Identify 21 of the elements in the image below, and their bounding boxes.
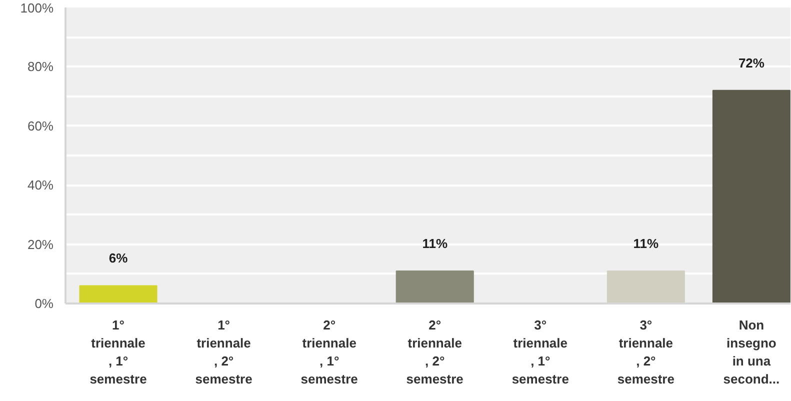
bar — [606, 270, 685, 304]
bar — [79, 285, 158, 304]
data-label: 11% — [633, 236, 660, 251]
x-tick-label: 3° triennale , 1° semestre — [512, 318, 569, 386]
data-label: 72% — [738, 55, 765, 70]
x-tick-label: 1° triennale , 1° semestre — [90, 318, 147, 386]
data-label: 6% — [108, 250, 128, 266]
x-tick-label: 3° triennale , 2° semestre — [617, 318, 674, 386]
y-tick-label: 0% — [34, 296, 54, 311]
y-tick-label: 80% — [27, 59, 54, 74]
bar — [712, 90, 790, 304]
y-tick-label: 60% — [27, 118, 54, 134]
y-tick-label: 40% — [27, 178, 54, 193]
x-tick-label: 2° triennale , 2° semestre — [406, 318, 464, 386]
x-tick-label: Non insegno in una second... — [723, 318, 780, 386]
bar — [396, 270, 474, 304]
y-tick-label: 20% — [27, 236, 54, 252]
y-tick-label: 100% — [20, 0, 54, 16]
x-tick-label: 2° triennale , 1° semestre — [300, 318, 358, 386]
data-label: 11% — [422, 236, 448, 251]
x-tick-label: 1° triennale , 2° semestre — [195, 318, 252, 386]
